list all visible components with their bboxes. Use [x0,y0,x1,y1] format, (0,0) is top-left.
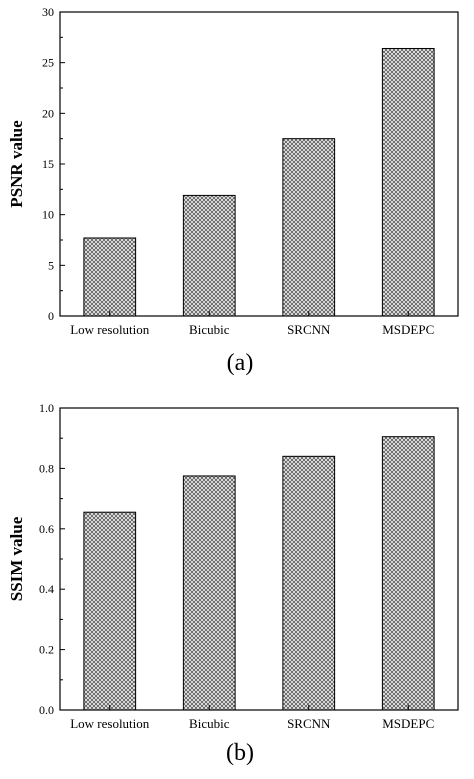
x-tick-label: Bicubic [189,716,230,731]
y-tick-label: 25 [42,56,54,70]
y-axis-label: SSIM value [7,516,26,601]
y-tick-label: 30 [42,5,54,19]
bar-low-resolution [83,511,137,711]
x-tick-label: MSDEPC [382,322,434,337]
y-tick-label: 0 [48,309,54,323]
y-tick-label: 15 [42,157,54,171]
bar-bicubic [182,475,236,711]
bar-srcnn [282,455,336,711]
y-tick-label: 1.0 [39,401,54,415]
x-tick-label: Low resolution [70,322,150,337]
y-axis-label: PSNR value [7,120,26,208]
y-tick-label: 0.0 [39,703,54,717]
panel-label-a: (a) [226,350,254,376]
panel-label-b: (b) [226,740,254,766]
y-tick-label: 0.4 [39,582,54,596]
chart-psnr: 0 5 10 15 20 25 30 PSNR value Low resolution Bicu… [7,5,459,337]
y-tick-label: 0.2 [39,643,54,657]
bar-low-resolution [83,237,137,317]
x-tick-label: SRCNN [287,716,331,731]
x-tick-label: MSDEPC [382,716,434,731]
x-tick-label: SRCNN [287,322,331,337]
y-tick-label: 0.6 [39,522,54,536]
x-tick-label: Low resolution [70,716,150,731]
x-tick-label: Bicubic [189,322,230,337]
chart-ssim: 0.0 0.2 0.4 0.6 0.8 1.0 SSIM value Low resoluti… [7,401,459,731]
y-tick-label: 0.8 [39,461,54,475]
bar-msdepc [381,436,435,711]
y-tick-label: 10 [42,208,54,222]
bar-srcnn [282,138,336,317]
y-tick-label: 5 [48,258,54,272]
bar-bicubic [182,194,236,317]
bar-msdepc [381,47,435,317]
y-tick-label: 20 [42,106,54,120]
